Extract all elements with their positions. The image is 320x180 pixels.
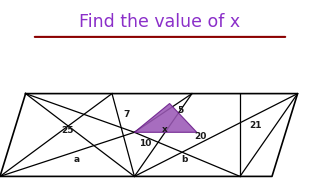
Text: 5: 5 — [178, 106, 184, 115]
Polygon shape — [134, 103, 197, 132]
Text: 25: 25 — [61, 126, 74, 135]
Text: a: a — [74, 155, 80, 164]
Text: 10: 10 — [140, 140, 152, 148]
Text: 20: 20 — [194, 132, 206, 141]
Text: 7: 7 — [123, 110, 130, 119]
Text: 21: 21 — [250, 122, 262, 130]
Text: x: x — [162, 125, 168, 134]
Text: Find the value of x: Find the value of x — [79, 13, 241, 31]
Text: b: b — [181, 155, 187, 164]
